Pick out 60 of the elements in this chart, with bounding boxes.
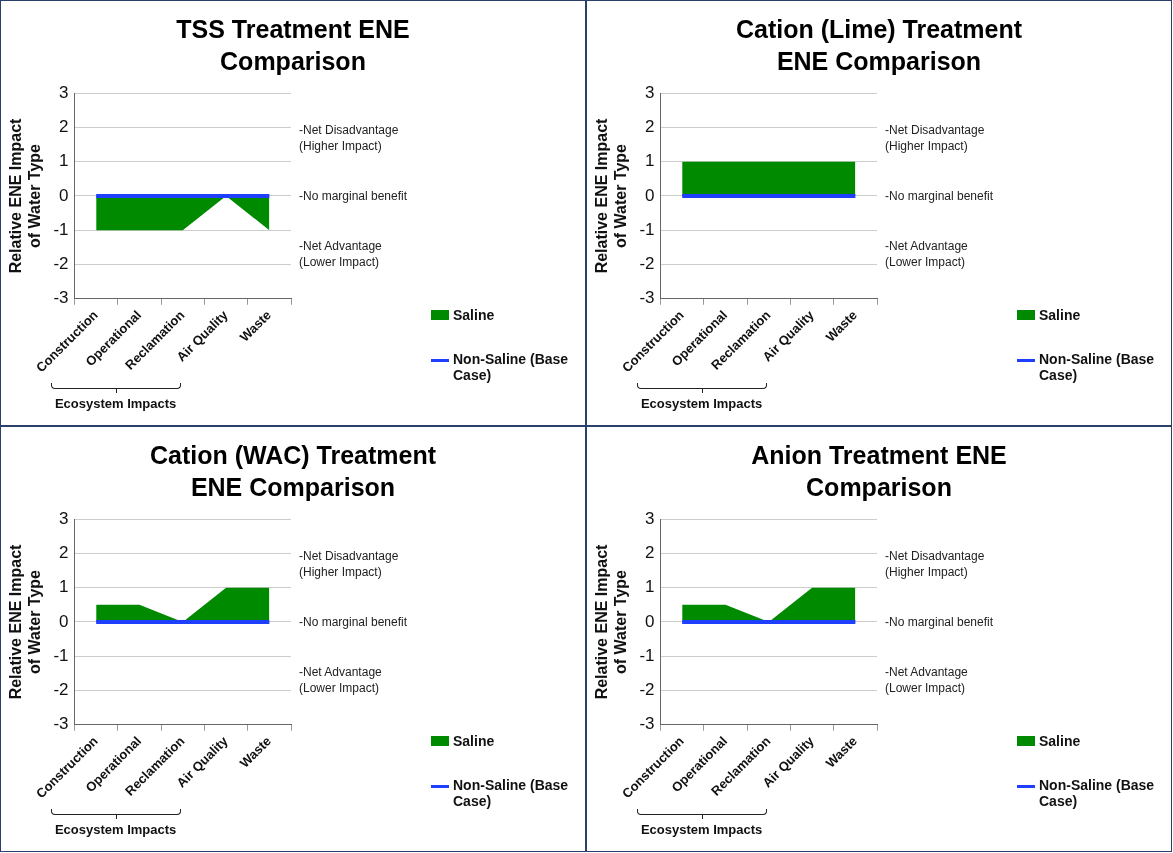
y-tick-label: 3 — [59, 82, 69, 102]
text: -No marginal benefit — [885, 188, 995, 204]
y-tick-label: 0 — [645, 185, 655, 205]
y-tick-label: 0 — [645, 611, 655, 631]
y-tick-label: 2 — [59, 117, 69, 137]
legend-label: Saline — [453, 732, 495, 749]
chart-title: Cation (WAC) Treatment ENE Comparison — [148, 440, 438, 503]
legend-label: Saline — [453, 306, 495, 323]
legend-label: Non-Saline (Base Case) — [1039, 350, 1156, 383]
text: Ecosystem Impacts — [54, 822, 177, 837]
y-tick-label: -3 — [53, 714, 69, 734]
y-tick-label: -1 — [639, 645, 655, 665]
text: Ecosystem Impacts — [640, 822, 763, 837]
y-tick-label: 2 — [645, 117, 655, 137]
legend-label: Saline — [1039, 306, 1081, 323]
text: -Net Advantage (Lower Impact) — [885, 663, 969, 696]
y-axis-title: Relative ENE Impact of Water Type — [593, 543, 630, 700]
y-tick-label: -1 — [639, 219, 655, 239]
y-tick-label: -3 — [639, 288, 655, 308]
text: -No marginal benefit — [885, 614, 995, 630]
text: -Net Disadvantage (Higher Impact) — [299, 122, 400, 155]
y-tick-label: 3 — [645, 82, 655, 102]
y-axis-title: Relative ENE Impact of Water Type — [7, 543, 44, 700]
y-tick-label: 0 — [59, 185, 69, 205]
y-tick-label: 2 — [645, 543, 655, 563]
text: -No marginal benefit — [299, 614, 409, 630]
text: -Net Advantage (Lower Impact) — [299, 237, 383, 270]
y-axis-title: Relative ENE Impact of Water Type — [593, 117, 630, 274]
text: -Net Advantage (Lower Impact) — [299, 663, 383, 696]
legend-label: Non-Saline (Base Case) — [1039, 776, 1156, 809]
text: -No marginal benefit — [299, 188, 409, 204]
text: -Net Disadvantage (Higher Impact) — [885, 122, 986, 155]
text: -Net Disadvantage (Higher Impact) — [299, 548, 400, 581]
y-tick-label: -2 — [639, 680, 655, 700]
y-tick-label: -3 — [639, 714, 655, 734]
text: -Net Advantage (Lower Impact) — [885, 237, 969, 270]
legend-label: Non-Saline (Base Case) — [453, 776, 570, 809]
y-tick-label: 1 — [645, 151, 655, 171]
y-tick-label: 1 — [59, 577, 69, 597]
y-tick-label: -2 — [53, 680, 69, 700]
y-tick-label: -1 — [53, 219, 69, 239]
y-tick-label: 0 — [59, 611, 69, 631]
y-tick-label: 1 — [59, 151, 69, 171]
y-tick-label: 1 — [645, 577, 655, 597]
text: -Net Disadvantage (Higher Impact) — [885, 548, 986, 581]
y-tick-label: -3 — [53, 288, 69, 308]
chart-title: TSS Treatment ENE Comparison — [175, 14, 411, 77]
text: Ecosystem Impacts — [54, 396, 177, 411]
y-tick-label: 2 — [59, 543, 69, 563]
y-tick-label: -2 — [639, 254, 655, 274]
chart-title: Anion Treatment ENE Comparison — [750, 440, 1008, 503]
text: Ecosystem Impacts — [640, 396, 763, 411]
y-tick-label: 3 — [59, 508, 69, 528]
legend-label: Non-Saline (Base Case) — [453, 350, 570, 383]
y-axis-title: Relative ENE Impact of Water Type — [7, 117, 44, 274]
y-tick-label: -2 — [53, 254, 69, 274]
y-tick-label: -1 — [53, 645, 69, 665]
chart-title: Cation (Lime) Treatment ENE Comparison — [734, 14, 1024, 77]
y-tick-label: 3 — [645, 508, 655, 528]
legend-label: Saline — [1039, 732, 1081, 749]
